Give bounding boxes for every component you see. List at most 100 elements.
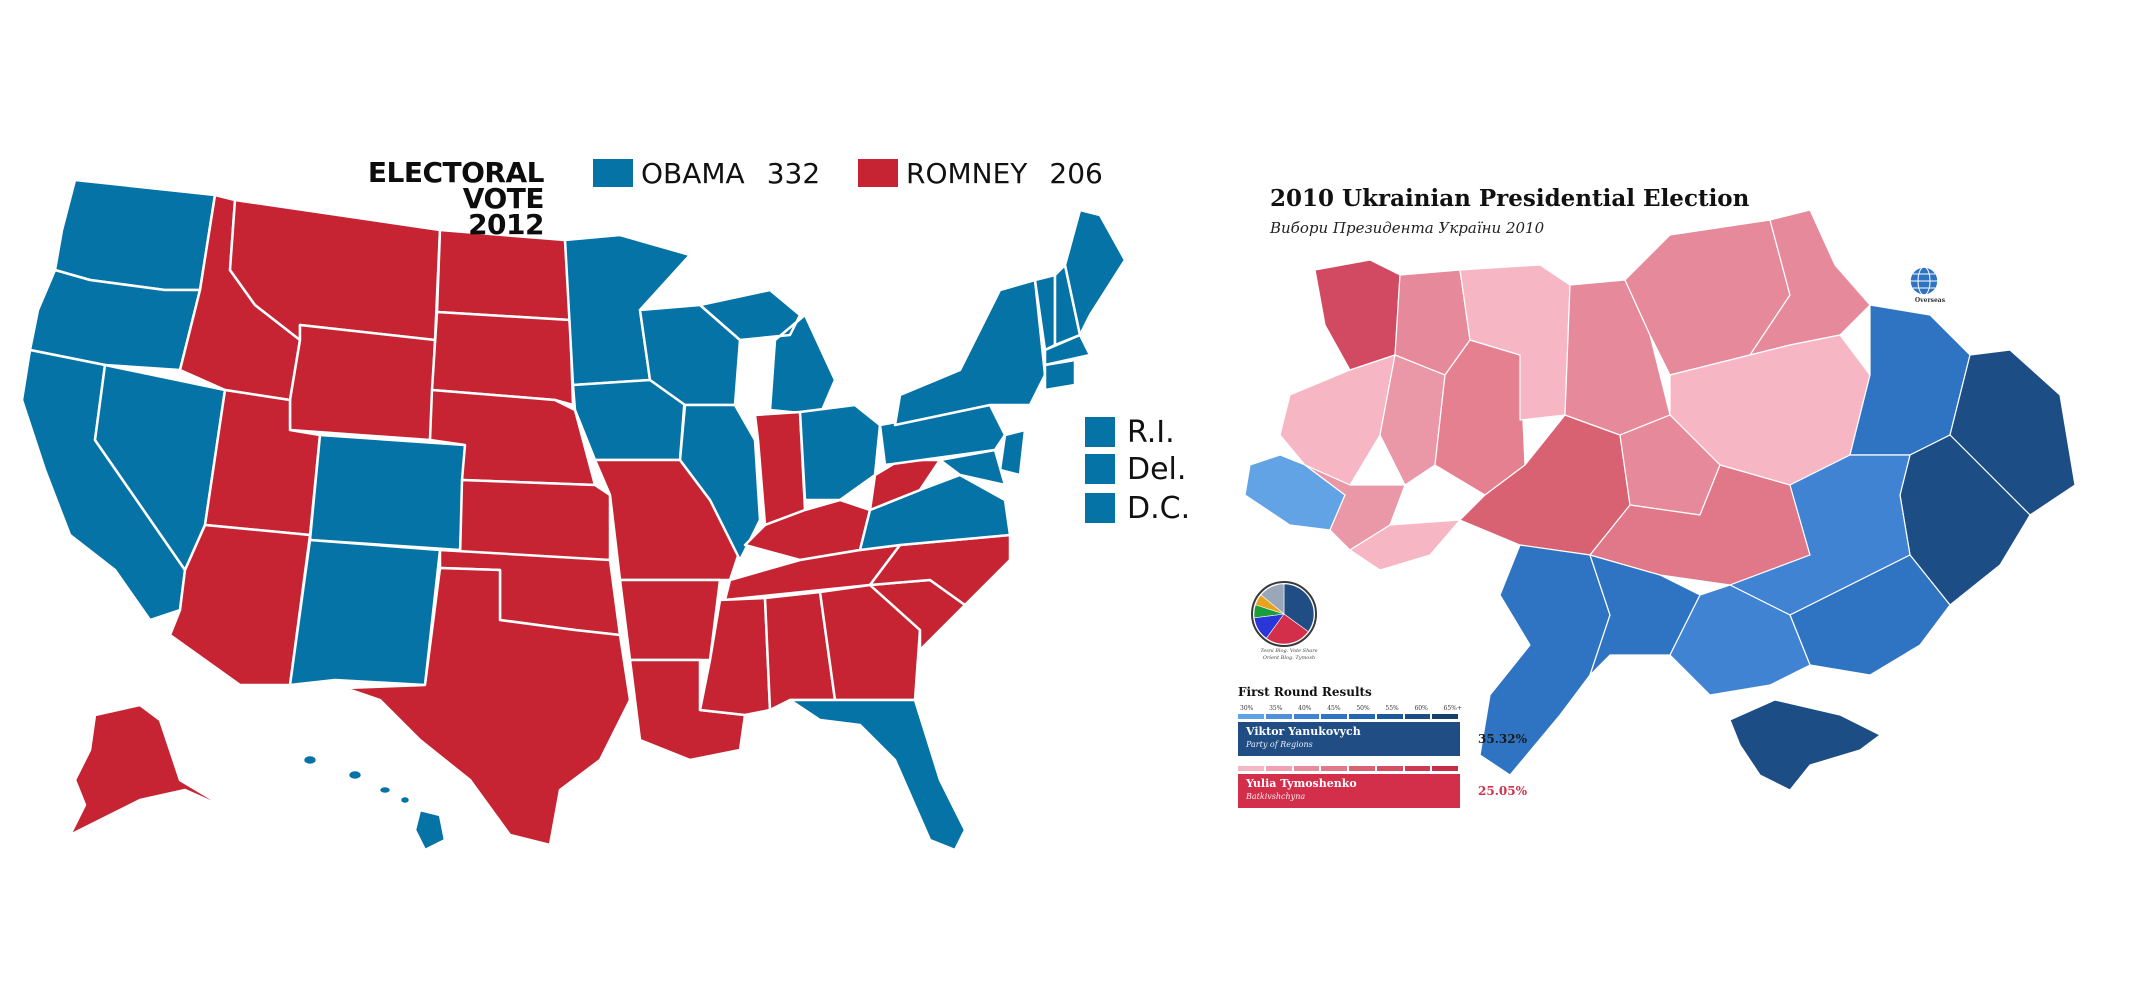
oblast-zhytomyr[interactable] — [1459, 264, 1571, 421]
oblast-volyn[interactable] — [1314, 259, 1401, 371]
overseas-marker[interactable]: Overseas — [1908, 265, 1952, 304]
oblast-chernivtsi[interactable] — [1349, 519, 1461, 571]
small-state-ri: R.I. — [1085, 414, 1175, 450]
yanukovych-percent: 35.32% — [1478, 732, 1527, 746]
tymoshenko-percent: 25.05% — [1478, 784, 1527, 798]
ri-swatch — [1085, 417, 1115, 447]
state-south-dakota[interactable] — [430, 310, 575, 407]
state-new-mexico[interactable] — [288, 538, 442, 687]
vote-share-pie: Tesni Blog. Vote Share Orient Blog. Tymo… — [1250, 580, 1328, 662]
del-label: Del. — [1127, 451, 1187, 487]
state-hawaii[interactable] — [301, 753, 447, 852]
scale-label: 50% — [1356, 705, 1370, 712]
candidate-yanukovych: Viktor Yanukovych Party of Regions 35.32… — [1238, 722, 1538, 756]
scale-label: 40% — [1298, 705, 1312, 712]
state-georgia[interactable] — [818, 583, 922, 702]
dc-label: D.C. — [1127, 490, 1191, 526]
oblast-crimea[interactable] — [1729, 699, 1881, 791]
state-colorado[interactable] — [308, 433, 467, 552]
oblast-kherson[interactable] — [1669, 584, 1811, 696]
pie-slice — [1265, 613, 1309, 645]
yanukovych-name: Viktor Yanukovych — [1246, 725, 1361, 738]
scale-label: 30% — [1240, 705, 1254, 712]
ri-label: R.I. — [1127, 414, 1175, 450]
tymoshenko-party: Batkivshchyna — [1246, 792, 1306, 801]
state-florida[interactable] — [788, 698, 967, 852]
dc-swatch — [1085, 493, 1115, 523]
pie-caption-line1: Tesni Blog. Vote Share — [1260, 648, 1318, 654]
scale-swatch — [1293, 766, 1320, 771]
scale-swatch — [1238, 766, 1264, 771]
small-state-del: Del. — [1085, 451, 1187, 487]
ukraine-election-map-panel: 2010 Ukrainian Presidential Election Виб… — [1230, 175, 2110, 835]
title-line1: ELECTORAL VOTE — [367, 156, 545, 215]
small-state-dc: D.C. — [1085, 490, 1191, 526]
scale-swatch — [1432, 714, 1458, 719]
tymoshenko-name: Yulia Tymoshenko — [1246, 777, 1357, 790]
overseas-label: Overseas — [1914, 297, 1946, 304]
legend-obama: OBAMA 332 — [593, 156, 821, 190]
us-electoral-map-panel: ELECTORAL VOTE 2012 OBAMA 332 ROMNEY 206… — [0, 140, 1200, 860]
scale-label: 55% — [1385, 705, 1399, 712]
yanukovych-party: Party of Regions — [1246, 740, 1313, 749]
results-title: First Round Results — [1238, 685, 1372, 699]
scale-swatch — [1349, 714, 1375, 719]
us-map-title: ELECTORAL VOTE 2012 — [300, 156, 545, 241]
legend-romney: ROMNEY 206 — [858, 156, 1103, 190]
scale-label: 65%+ — [1443, 705, 1462, 712]
oblast-lviv[interactable] — [1279, 354, 1396, 486]
state-louisiana[interactable] — [628, 658, 747, 762]
state-maryland[interactable] — [938, 448, 1007, 487]
globe-icon — [1909, 266, 1939, 296]
state-north-dakota[interactable] — [435, 228, 572, 322]
state-ohio[interactable] — [798, 403, 882, 502]
state-indiana[interactable] — [753, 410, 807, 527]
scale-swatch — [1349, 766, 1375, 771]
state-arkansas[interactable] — [618, 578, 722, 662]
red-color-scale — [1238, 766, 1460, 771]
obama-votes: 332 — [766, 156, 821, 190]
obama-label: OBAMA — [641, 156, 745, 190]
oblast-mykolaiv[interactable] — [1589, 554, 1701, 676]
pie-slice — [1260, 583, 1285, 615]
state-alaska[interactable] — [68, 703, 232, 837]
scale-swatch — [1265, 714, 1292, 719]
scale-swatch — [1321, 766, 1347, 771]
scale-swatch — [1404, 714, 1431, 719]
scale-labels: 30% 35% 40% 45% 50% 55% 60% 65%+ — [1238, 705, 1462, 712]
del-swatch — [1085, 454, 1115, 484]
oblast-zaporizhzhia[interactable] — [1789, 554, 1951, 676]
pie-slice — [1283, 583, 1315, 633]
scale-swatch — [1321, 714, 1347, 719]
candidate-tymoshenko: Yulia Tymoshenko Batkivshchyna 25.05% — [1238, 774, 1538, 808]
state-connecticut[interactable] — [1043, 358, 1077, 392]
state-new-jersey[interactable] — [998, 428, 1027, 477]
state-new-york[interactable] — [893, 278, 1047, 427]
pie-chart — [1251, 581, 1317, 647]
scale-swatch — [1432, 766, 1458, 771]
tymoshenko-box: Yulia Tymoshenko Batkivshchyna — [1238, 774, 1460, 808]
scale-swatch — [1238, 714, 1264, 719]
scale-swatch — [1293, 714, 1320, 719]
ukraine-map-subtitle: Вибори Президента України 2010 — [1270, 219, 1545, 237]
ukraine-map-title: 2010 Ukrainian Presidential Election — [1270, 185, 1750, 212]
state-texas[interactable] — [343, 566, 632, 847]
first-round-results: First Round Results 30% 35% 40% 45% 50% … — [1238, 685, 1538, 808]
scale-swatch — [1376, 766, 1403, 771]
ukraine-map — [1244, 209, 2076, 791]
state-michigan[interactable] — [698, 288, 837, 417]
state-wyoming[interactable] — [288, 323, 437, 442]
us-map — [20, 178, 1127, 852]
scale-swatch — [1265, 766, 1292, 771]
state-washington[interactable] — [53, 178, 217, 292]
scale-swatch — [1376, 714, 1403, 719]
yanukovych-box: Viktor Yanukovych Party of Regions — [1238, 722, 1460, 756]
scale-label: 60% — [1414, 705, 1428, 712]
romney-swatch — [858, 159, 898, 187]
obama-swatch — [593, 159, 633, 187]
state-massachusetts[interactable] — [1043, 333, 1092, 367]
romney-votes: 206 — [1049, 156, 1103, 190]
romney-label: ROMNEY — [906, 156, 1028, 190]
title-line2: 2012 — [468, 208, 544, 241]
state-kansas[interactable] — [458, 478, 612, 562]
